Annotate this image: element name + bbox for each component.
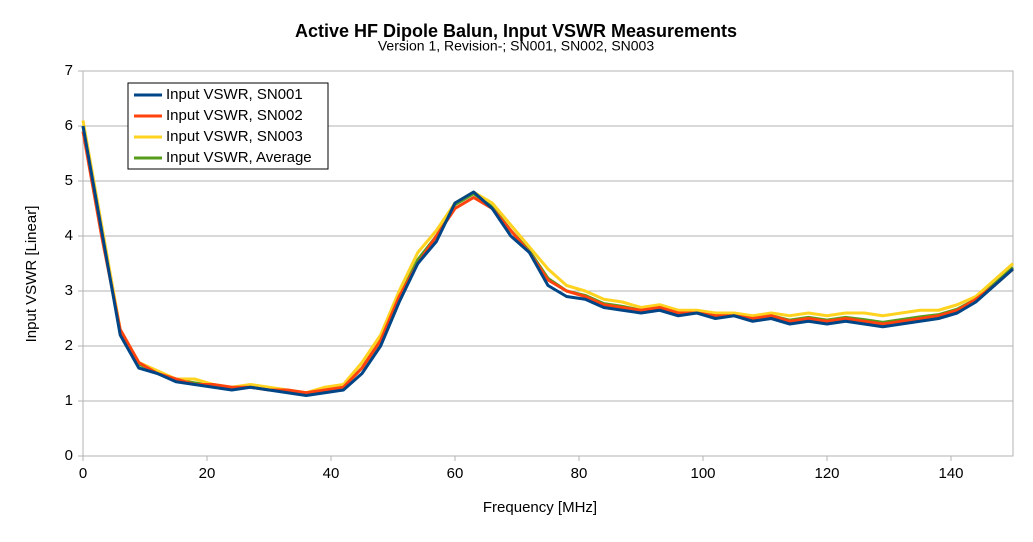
y-tick-label: 3: [65, 282, 73, 299]
x-tick-label: 40: [323, 465, 340, 482]
y-tick-label: 4: [65, 227, 73, 244]
y-tick-label: 0: [65, 447, 73, 464]
legend-box: [127, 82, 329, 170]
x-axis-label: Frequency [MHz]: [483, 499, 597, 516]
y-tick-label: 7: [65, 62, 73, 79]
y-tick-label: 1: [65, 392, 73, 409]
legend-label: Input VSWR, SN002: [166, 107, 303, 124]
x-tick-label: 60: [447, 465, 464, 482]
x-tick-label: 20: [199, 465, 216, 482]
x-tick-label: 100: [690, 465, 715, 482]
y-tick-label: 6: [65, 117, 73, 134]
x-tick-label: 140: [938, 465, 963, 482]
legend-label: Input VSWR, Average: [166, 149, 312, 166]
legend-label: Input VSWR, SN001: [166, 86, 303, 103]
y-axis-label: Input VSWR [Linear]: [23, 206, 40, 343]
chart-subtitle: Version 1, Revision-; SN001, SN002, SN00…: [378, 38, 654, 54]
chart-title: Active HF Dipole Balun, Input VSWR Measu…: [295, 21, 737, 41]
series-line: [81, 125, 1014, 397]
x-tick-label: 120: [814, 465, 839, 482]
legend-label: Input VSWR, SN003: [166, 128, 303, 145]
x-tick-label: 0: [79, 465, 87, 482]
y-tick-label: 2: [65, 337, 73, 354]
x-tick-label: 80: [571, 465, 588, 482]
y-tick-label: 5: [65, 172, 73, 189]
series-line: [81, 131, 1014, 395]
